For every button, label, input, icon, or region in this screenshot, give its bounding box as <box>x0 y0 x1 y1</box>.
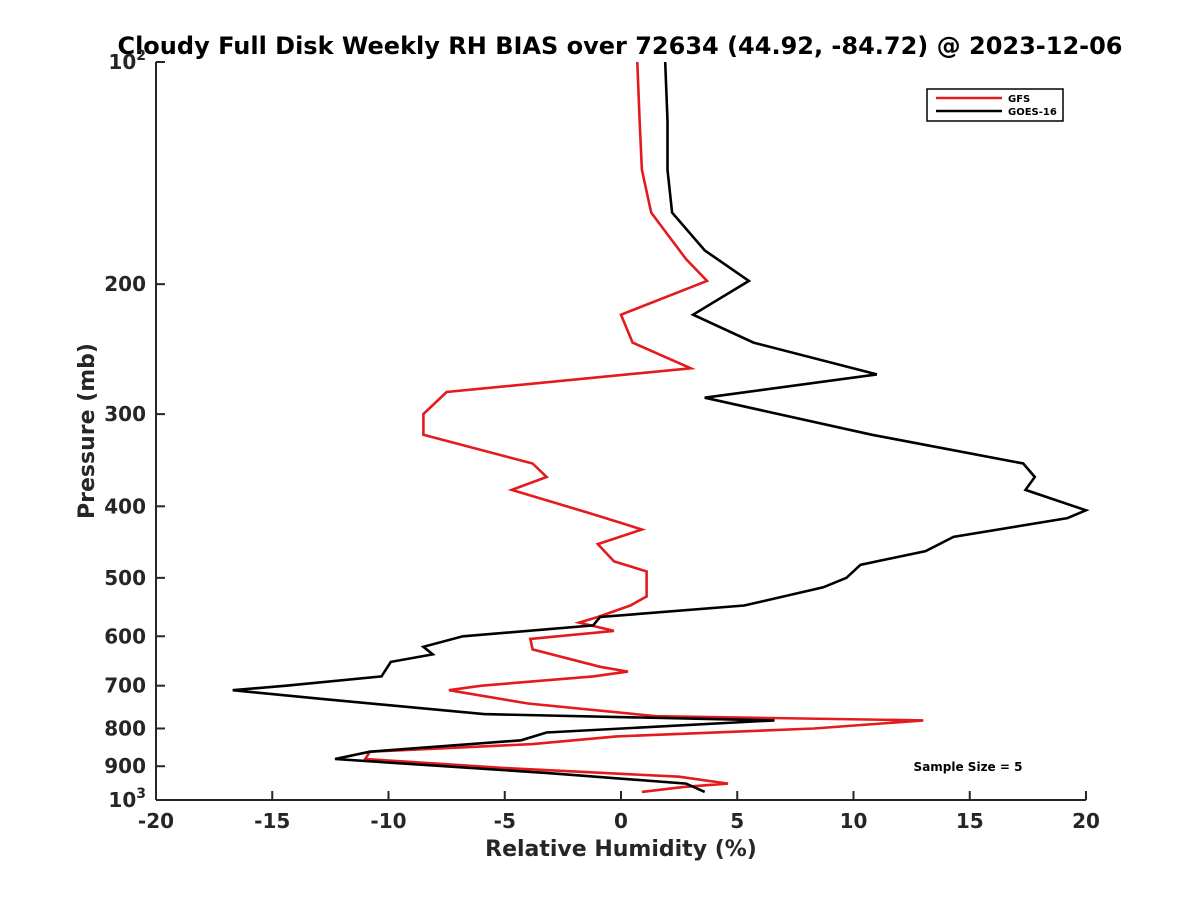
x-tick-label: 5 <box>730 809 744 833</box>
legend-box <box>926 88 1064 122</box>
y-tick-label: 600 <box>104 624 146 648</box>
series-line-goes-16 <box>232 61 1090 794</box>
y-tick-label: 200 <box>104 272 146 296</box>
y-tick-label: 300 <box>104 402 146 426</box>
y-tick-label: 900 <box>104 754 146 778</box>
y-ticks: 102 200 300 400 500 600 700 800 900 103 <box>104 48 165 812</box>
x-tick-label: 0 <box>614 809 628 833</box>
y-tick-label: 103 <box>108 786 146 812</box>
y-tick-label: 400 <box>104 494 146 518</box>
series-line-gfs <box>363 61 924 794</box>
legend: GFS GOES-16 <box>926 88 1064 122</box>
y-tick-label: 102 <box>108 48 146 74</box>
chart-title: Cloudy Full Disk Weekly RH BIAS over 726… <box>117 32 1122 60</box>
series-layer <box>232 61 1090 794</box>
x-axis-label: Relative Humidity (%) <box>485 837 757 862</box>
legend-label-gfs: GFS <box>1008 94 1030 105</box>
x-ticks: -20 -15 -10 -5 0 5 10 15 20 <box>138 791 1100 833</box>
x-tick-label: 10 <box>840 809 868 833</box>
x-tick-label: 20 <box>1072 809 1100 833</box>
x-tick-label: -15 <box>254 809 290 833</box>
x-tick-label: -20 <box>138 809 174 833</box>
x-tick-label: 15 <box>956 809 984 833</box>
y-axis-label: Pressure (mb) <box>75 343 100 519</box>
y-tick-label: 800 <box>104 716 146 740</box>
legend-label-goes16: GOES-16 <box>1008 107 1057 118</box>
y-tick-label: 700 <box>104 674 146 698</box>
sample-size-annotation: Sample Size = 5 <box>914 760 1023 774</box>
x-tick-label: -10 <box>370 809 406 833</box>
x-tick-label: -5 <box>494 809 516 833</box>
y-tick-label: 500 <box>104 566 146 590</box>
